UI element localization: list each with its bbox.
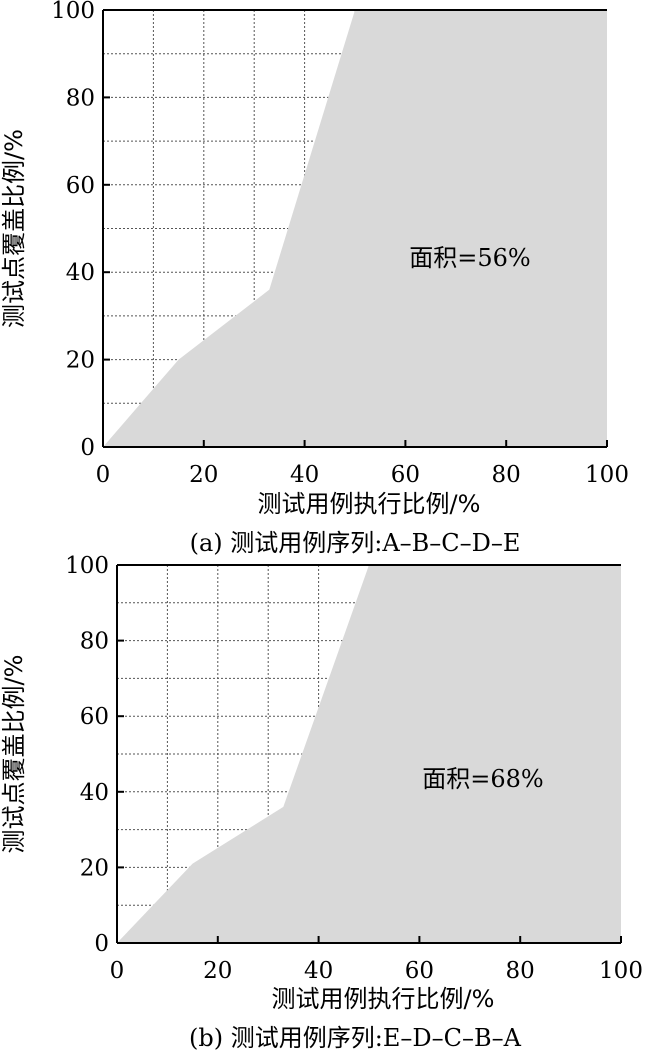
y-tick-label: 80 <box>80 629 109 655</box>
x-axis-label: 测试用例执行比例/% <box>272 985 495 1013</box>
y-tick-label: 0 <box>94 931 109 957</box>
x-tick-label: 0 <box>96 462 111 488</box>
y-axis-label: 测试点覆盖比例/% <box>0 655 28 854</box>
area-annotation: 面积=68% <box>422 765 543 793</box>
x-tick-label: 0 <box>110 958 125 984</box>
chart-panel-b: 0 20 40 60 80 100 0 20 40 60 80 100 测试用例执行比例/% 测试点覆盖比… <box>0 553 643 1052</box>
y-axis-label: 测试点覆盖比例/% <box>0 129 28 328</box>
chart-caption: (a) 测试用例序列:A–B–C–D–E <box>190 529 521 557</box>
y-tick-label: 60 <box>80 704 109 730</box>
y-tick-label: 100 <box>65 553 109 579</box>
y-tick-label: 80 <box>66 85 95 111</box>
x-tick-label: 20 <box>189 462 218 488</box>
area-annotation: 面积=56% <box>409 244 530 272</box>
y-tick-label: 40 <box>66 260 95 286</box>
y-tick-label: 20 <box>80 855 109 881</box>
x-tick-label: 80 <box>506 958 535 984</box>
x-tick-label: 80 <box>492 462 521 488</box>
x-tick-label: 100 <box>599 958 643 984</box>
chart-caption: (b) 测试用例序列:E–D–C–B–A <box>189 1024 522 1052</box>
y-tick-label: 40 <box>80 780 109 806</box>
chart-panel-a: 0 20 40 60 80 100 0 20 40 60 80 100 测试用例执行比例/% 测试点覆盖比… <box>0 0 629 557</box>
x-tick-label: 100 <box>585 462 629 488</box>
coverage-area <box>103 10 607 447</box>
y-tick-label: 20 <box>66 348 95 374</box>
coverage-area <box>117 565 621 943</box>
x-axis-label: 测试用例执行比例/% <box>258 490 481 518</box>
x-tick-label: 40 <box>290 462 319 488</box>
y-tick-label: 100 <box>51 0 95 24</box>
x-tick-label: 20 <box>203 958 232 984</box>
x-tick-label: 60 <box>391 462 420 488</box>
x-tick-label: 60 <box>405 958 434 984</box>
y-tick-label: 60 <box>66 173 95 199</box>
y-tick-label: 0 <box>80 435 95 461</box>
x-tick-label: 40 <box>304 958 333 984</box>
